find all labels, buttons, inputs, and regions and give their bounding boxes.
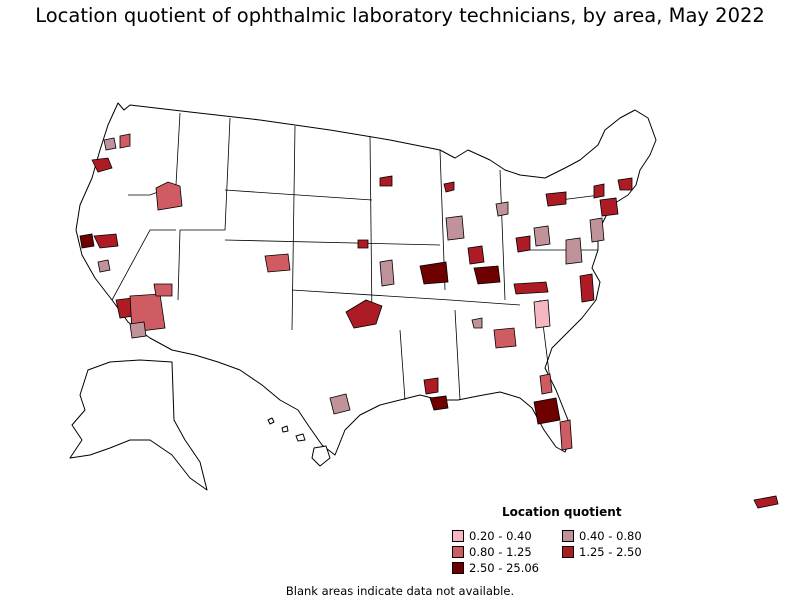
legend-label: 0.80 - 1.25 — [469, 545, 532, 559]
area-minneapolis — [379, 175, 393, 187]
state-boundary — [399, 329, 406, 401]
area-pittsburgh — [533, 225, 551, 247]
state-boundary — [224, 189, 373, 201]
legend: Location quotient 0.20 - 0.40 0.40 - 0.8… — [450, 505, 690, 577]
legend-label: 2.50 - 25.06 — [469, 561, 539, 575]
legend-swatch — [452, 546, 464, 558]
state-boundary — [559, 194, 601, 201]
area-new-york — [599, 197, 619, 217]
footnote: Blank areas indicate data not available. — [285, 584, 515, 598]
area-boise — [155, 181, 183, 211]
area-chicago — [445, 215, 465, 241]
legend-item: 2.50 - 25.06 — [452, 561, 539, 575]
area-fresno — [97, 259, 111, 273]
area-indianapolis — [467, 245, 485, 265]
area-louisville — [473, 265, 501, 285]
state-boundary — [224, 239, 441, 246]
area-dc — [565, 237, 583, 265]
state-boundary — [111, 229, 176, 301]
area-columbus — [515, 235, 531, 253]
area-buffalo — [545, 191, 567, 207]
legend-item: 0.20 - 0.40 — [452, 529, 532, 543]
contiguous-us-outline — [75, 102, 657, 456]
area-boston — [617, 177, 633, 191]
area-miami — [559, 419, 573, 451]
area-charlotte — [533, 299, 551, 329]
state-boundary — [291, 289, 521, 306]
legend-item: 0.80 - 1.25 — [452, 545, 532, 559]
area-des-moines — [357, 239, 369, 249]
area-memphis — [471, 317, 483, 329]
area-jacksonville — [539, 373, 553, 395]
area-portland — [91, 157, 113, 173]
legend-label: 0.40 - 0.80 — [579, 529, 642, 543]
alaska-outline — [69, 359, 208, 491]
area-puerto-rico — [753, 495, 779, 509]
legend-item: 0.40 - 0.80 — [562, 529, 642, 543]
hawaii-island — [311, 445, 331, 467]
hawaii-island — [281, 425, 289, 433]
state-boundary — [369, 135, 373, 321]
area-tucson — [129, 321, 147, 339]
area-flagstaff — [153, 283, 173, 297]
area-philadelphia — [589, 217, 605, 243]
state-boundary — [291, 125, 296, 331]
area-oklahoma — [345, 299, 383, 329]
area-richmond — [579, 273, 595, 303]
area-sf-bay — [79, 233, 95, 249]
state-boundary — [177, 117, 231, 301]
area-wichita — [379, 259, 395, 287]
area-jackson — [423, 377, 439, 395]
area-detroit — [495, 201, 509, 217]
hawaii-island — [267, 417, 275, 425]
area-albany — [593, 183, 605, 199]
area-new-orleans — [429, 395, 449, 411]
area-spokane — [119, 133, 131, 149]
area-sacramento — [93, 233, 119, 249]
area-denver — [264, 253, 291, 273]
legend-label: 1.25 - 2.50 — [579, 545, 642, 559]
area-knoxville — [513, 281, 549, 295]
state-boundary — [454, 309, 461, 401]
state-boundary — [499, 169, 506, 301]
hawaii-island — [295, 433, 306, 442]
area-seattle — [103, 137, 117, 151]
legend-swatch — [562, 546, 574, 558]
legend-swatch — [452, 530, 464, 542]
legend-item: 1.25 - 2.50 — [562, 545, 642, 559]
area-atlanta — [493, 327, 517, 349]
area-milwaukee — [443, 181, 455, 193]
legend-label: 0.20 - 0.40 — [469, 529, 532, 543]
map-title: Location quotient of ophthalmic laborato… — [35, 4, 765, 27]
area-st-louis — [419, 261, 449, 285]
legend-title: Location quotient — [502, 505, 622, 519]
area-orlando — [533, 397, 561, 425]
area-austin — [329, 393, 351, 415]
legend-swatch — [562, 530, 574, 542]
legend-swatch — [452, 562, 464, 574]
